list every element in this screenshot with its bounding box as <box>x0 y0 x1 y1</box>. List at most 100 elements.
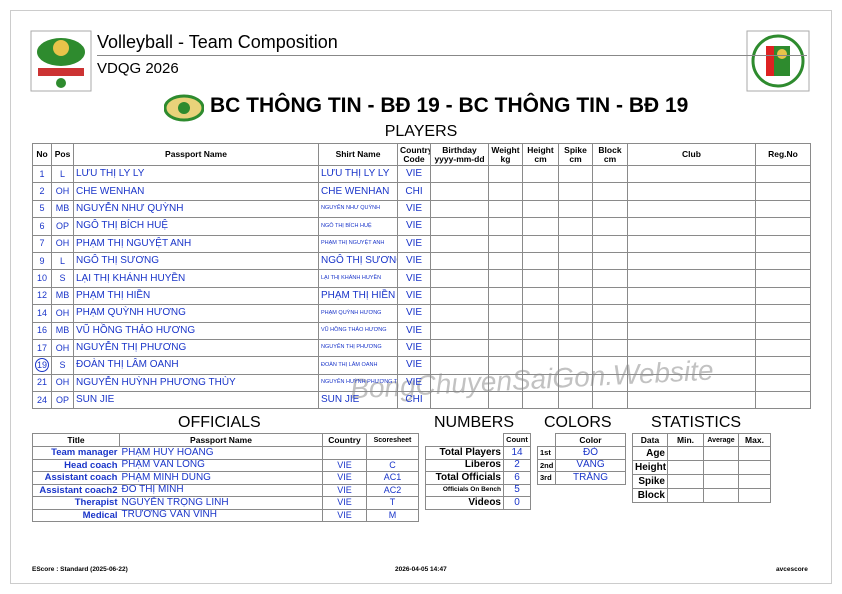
count: 5 <box>503 483 531 497</box>
count: 14 <box>503 446 531 460</box>
empty-cell <box>430 269 489 288</box>
passport-name: NGÔ THỊ SƯƠNG <box>73 251 319 271</box>
empty-cell <box>667 474 704 489</box>
empty-cell <box>755 356 811 375</box>
colors-table: Color 1st ĐỎ 2nd VÀNG 3rd TRẮNG <box>537 433 626 485</box>
passport-name: LẠI THỊ KHÁNH HUYỀN <box>73 269 319 288</box>
number: 6 <box>39 220 45 231</box>
officials-table: Title Passport Name Country Scoresheet Team … <box>32 433 419 522</box>
player-row: 9 L NGÔ THỊ SƯƠNG NGÔ THỊ SƯƠNG VIE <box>32 251 811 271</box>
player-number: 16 <box>32 321 52 340</box>
statistic-label: Height <box>632 460 668 475</box>
number-label: Total Players <box>425 446 504 460</box>
column-header: Title <box>32 433 120 447</box>
column-header: Data <box>632 433 668 447</box>
official-title: Assistant coach2 <box>32 483 120 497</box>
player-row: 10 S LẠI THỊ KHÁNH HUYỀN LẠI THỊ KHÁNH HUYỀ… <box>32 269 811 288</box>
official-row: Head coach PHẠM VĂN LONG VIE C <box>32 458 419 472</box>
column-header: Birthday yyyy-mm-dd <box>430 143 489 166</box>
player-number: 7 <box>32 234 52 253</box>
empty-cell <box>592 286 628 306</box>
empty-cell <box>627 269 756 288</box>
empty-cell <box>703 460 739 475</box>
shirt-name: VŨ HỒNG THẢO HƯƠNG <box>318 321 398 340</box>
federation-logo <box>746 30 810 92</box>
number: 12 <box>36 290 47 301</box>
player-number: 17 <box>32 338 52 358</box>
empty-cell <box>430 321 489 340</box>
country <box>322 446 367 460</box>
country: VIE <box>397 373 431 393</box>
country: VIE <box>397 304 431 323</box>
empty-cell <box>488 391 523 410</box>
player-row: 12 MB PHẠM THỊ HIỀN PHẠM THỊ HIỀN VIE <box>32 286 811 306</box>
number: 17 <box>36 342 47 353</box>
empty-cell <box>430 234 489 253</box>
empty-cell <box>703 488 739 503</box>
passport-name: PHẠM HUY HOÀNG <box>119 446 323 460</box>
empty-cell <box>592 164 628 184</box>
player-number: 1 <box>32 164 52 184</box>
column-header: Spike cm <box>558 143 593 166</box>
position: MB <box>51 199 74 219</box>
numbers-table: Count Total Players 14 Liberos 2 Total Offici… <box>425 433 531 510</box>
empty-cell <box>430 338 489 358</box>
divider <box>97 55 807 56</box>
empty-cell <box>703 474 739 489</box>
country: VIE <box>397 321 431 340</box>
player-number: 21 <box>32 373 52 393</box>
empty-cell <box>430 373 489 393</box>
empty-cell <box>592 321 628 340</box>
player-number: 10 <box>32 269 52 288</box>
empty-cell <box>667 460 704 475</box>
empty-cell <box>558 321 593 340</box>
number-row: Total Players 14 <box>425 446 531 460</box>
empty-cell <box>627 286 756 306</box>
empty-cell <box>592 338 628 358</box>
empty-cell <box>522 373 559 393</box>
player-number: 24 <box>32 391 52 410</box>
number-label: Videos <box>425 496 504 510</box>
column-header: Club <box>627 143 756 166</box>
empty-cell <box>558 182 593 201</box>
country: VIE <box>397 269 431 288</box>
country: CHI <box>397 182 431 201</box>
number-label: Officials On Bench <box>425 483 504 497</box>
passport-name: PHẠM QUỲNH HƯƠNG <box>73 304 319 323</box>
empty-cell <box>558 269 593 288</box>
player-row: 17 OH NGUYỄN THỊ PHƯƠNG NGUYỄN THỊ PHƯƠNG VI… <box>32 338 811 358</box>
player-row: 5 MB NGUYỄN NHƯ QUỲNH NGUYỄN NHƯ QUỲNH VIE <box>32 199 811 219</box>
footer-right: avcescore <box>776 566 808 573</box>
shirt-name: NGUYỄN NHƯ QUỲNH <box>318 199 398 219</box>
empty-cell <box>522 182 559 201</box>
scoresheet: M <box>366 508 419 522</box>
position: MB <box>51 321 74 340</box>
empty-cell <box>755 269 811 288</box>
passport-name: CHE WENHAN <box>73 182 319 201</box>
players-table: No Pos Passport Name Shirt Name Country Code… <box>32 143 811 410</box>
empty-cell <box>558 234 593 253</box>
player-number: 2 <box>32 182 52 201</box>
position: OP <box>51 391 74 410</box>
empty-cell <box>522 321 559 340</box>
official-title: Head coach <box>32 458 120 472</box>
shirt-name: CHE WENHAN <box>318 182 398 201</box>
color-name: ĐỎ <box>555 446 626 460</box>
empty-cell <box>627 373 756 393</box>
scoresheet: AC1 <box>366 471 419 485</box>
country: VIE <box>322 483 367 497</box>
empty-cell <box>488 182 523 201</box>
number-row: Liberos 2 <box>425 458 531 472</box>
shirt-name: ĐOÀN THỊ LÂM OANH <box>318 356 398 375</box>
passport-name: NGUYỄN NHƯ QUỲNH <box>73 199 319 219</box>
shirt-name: NGUYỄN HUỲNH PHƯƠNG THÙY <box>318 373 398 393</box>
empty-cell <box>627 321 756 340</box>
empty-cell <box>703 446 739 461</box>
empty-cell <box>430 217 489 236</box>
empty-cell <box>522 199 559 219</box>
count: 2 <box>503 458 531 472</box>
statistic-row: Spike <box>632 474 771 489</box>
empty-cell <box>430 199 489 219</box>
color-name: TRẮNG <box>555 471 626 485</box>
official-title: Team manager <box>32 446 120 460</box>
